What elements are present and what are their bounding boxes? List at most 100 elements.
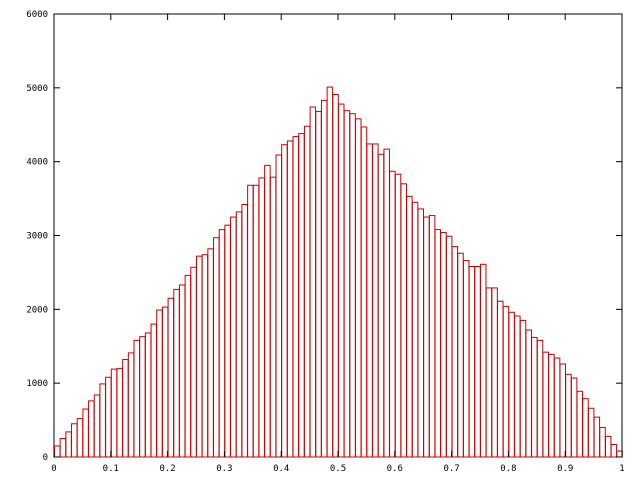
histogram-bar — [457, 252, 464, 458]
histogram-bar — [491, 287, 498, 458]
histogram-bar — [127, 352, 135, 458]
histogram-bar — [451, 246, 459, 458]
histogram-bar — [497, 300, 504, 458]
histogram-bar — [616, 450, 623, 458]
histogram-bar — [93, 394, 101, 458]
histogram-bar — [281, 144, 288, 458]
histogram-bar — [406, 195, 413, 458]
histogram-bar — [275, 154, 282, 458]
x-tick-label: 0.7 — [443, 464, 459, 474]
histogram-bar — [383, 148, 390, 458]
histogram-bar — [587, 407, 595, 458]
histogram-bar — [82, 408, 89, 458]
histogram-bar — [525, 329, 532, 458]
histogram-bar — [139, 336, 146, 458]
histogram-bar — [252, 184, 260, 458]
histogram-bar — [247, 184, 254, 458]
x-tick-label: 0.9 — [557, 464, 573, 474]
histogram-bar — [338, 103, 345, 458]
histogram-bar — [298, 133, 305, 458]
y-tick-label: 4000 — [26, 158, 48, 168]
histogram-bar — [423, 216, 430, 458]
histogram-bar — [286, 140, 294, 458]
histogram-bar — [144, 332, 152, 458]
histogram-bar — [184, 274, 192, 458]
histogram-bar — [76, 418, 84, 458]
axes: 0 0.1 0.2 0.3 0.4 0.5 0.6 0.7 0.8 0.9 1 0 1000 2000 30… — [26, 10, 624, 474]
histogram-bar — [343, 110, 351, 458]
histogram-bar — [553, 357, 561, 458]
histogram-bar — [122, 359, 129, 458]
histogram-bar — [576, 390, 584, 458]
histogram-bar — [468, 266, 476, 458]
histogram-bar — [360, 126, 368, 458]
histogram-bar — [531, 336, 538, 458]
histogram-bar — [440, 232, 447, 458]
histogram-bar — [570, 377, 578, 458]
histogram-bar — [213, 237, 220, 458]
x-tick-label: 1 — [619, 464, 624, 474]
histogram-bar — [167, 297, 175, 458]
histogram-bar — [258, 177, 265, 458]
histogram-bar — [519, 319, 527, 458]
histogram-bar — [559, 363, 567, 458]
histogram-bar — [434, 229, 442, 458]
histogram-bar — [536, 339, 544, 458]
histogram-bar — [565, 373, 572, 458]
histogram-bar — [309, 106, 317, 458]
histogram-bar — [65, 431, 72, 458]
x-tick-label: 0.3 — [216, 464, 232, 474]
histogram-bar — [110, 368, 118, 458]
histogram-bar — [201, 254, 209, 458]
y-tick-label: 1000 — [26, 379, 48, 389]
histogram-bar — [593, 416, 601, 458]
histogram-bar — [372, 143, 379, 458]
histogram-bar — [582, 398, 589, 458]
histogram-bar — [389, 170, 396, 458]
histogram-bar — [349, 113, 356, 458]
y-tick-label: 5000 — [26, 84, 48, 94]
histogram-bar — [54, 445, 61, 458]
histogram-bar — [508, 311, 515, 458]
histogram-bar — [480, 263, 487, 458]
histogram-bar — [332, 93, 339, 458]
y-tick-label: 0 — [43, 453, 48, 463]
x-tick-label: 0.2 — [159, 464, 175, 474]
histogram-bar — [428, 215, 436, 458]
histogram-bar — [417, 208, 424, 458]
histogram-bar — [241, 203, 248, 458]
histogram-bar — [116, 367, 123, 458]
x-tick-label: 0 — [51, 464, 56, 474]
histogram-bar — [400, 183, 407, 458]
histogram-bar — [105, 376, 112, 458]
histogram-bar — [411, 201, 419, 458]
histogram-bar — [604, 435, 612, 458]
histogram-bar — [218, 229, 226, 458]
histogram-bar — [320, 99, 328, 458]
histogram-bar — [315, 110, 322, 458]
x-tick-label: 0.1 — [103, 464, 119, 474]
histogram-bar — [235, 211, 243, 458]
histogram-bar — [542, 351, 549, 458]
histogram-bar — [366, 143, 373, 458]
histogram-bar — [88, 400, 95, 458]
histogram-bar — [150, 323, 158, 458]
histogram-bar — [355, 118, 362, 458]
histogram-bar — [514, 315, 521, 458]
histogram-bar — [303, 125, 311, 458]
histogram-bar — [264, 164, 271, 458]
histogram-bar — [190, 266, 197, 458]
x-tick-label: 0.4 — [273, 464, 289, 474]
histogram-bars — [54, 86, 623, 458]
histogram-bar — [230, 216, 237, 458]
histogram-bar — [156, 309, 163, 458]
histogram-bar — [445, 235, 453, 458]
histogram-bar — [599, 426, 606, 458]
histogram-bar — [133, 339, 141, 458]
histogram-bar — [502, 305, 510, 458]
x-tick-label: 0.6 — [387, 464, 403, 474]
histogram-bar — [326, 86, 334, 458]
y-tick-label: 6000 — [26, 10, 48, 20]
x-tick-label: 0.5 — [330, 464, 346, 474]
